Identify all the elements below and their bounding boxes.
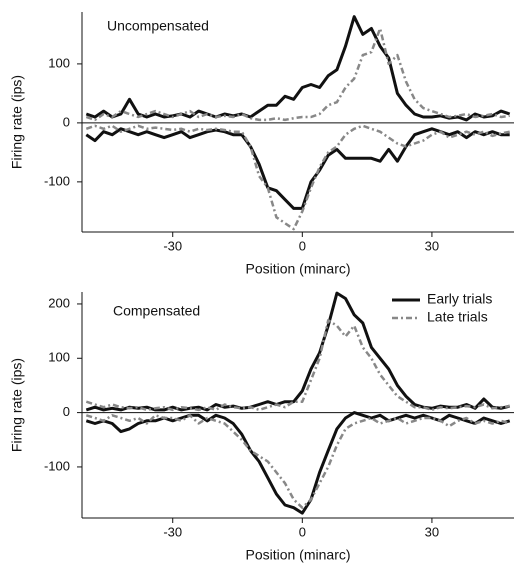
x-tick-label: 30 bbox=[425, 238, 439, 253]
legend-label: Early trials bbox=[427, 291, 492, 307]
x-tick-label: -30 bbox=[163, 524, 182, 539]
x-axis-label: Position (minarc) bbox=[245, 547, 350, 563]
x-tick-label: 0 bbox=[299, 524, 306, 539]
x-tick-label: -30 bbox=[163, 238, 182, 253]
y-axis-label: Firing rate (ips) bbox=[9, 358, 25, 452]
legend-label: Late trials bbox=[427, 309, 488, 325]
y-tick-label: 0 bbox=[63, 404, 70, 419]
series-line bbox=[85, 414, 511, 509]
y-tick-label: 100 bbox=[48, 350, 70, 365]
series-line bbox=[85, 411, 511, 515]
x-axis-label: Position (minarc) bbox=[245, 261, 350, 277]
y-tick-label: 100 bbox=[48, 55, 70, 70]
series-line bbox=[85, 15, 511, 122]
panel-label: Uncompensated bbox=[107, 18, 209, 34]
panel-label: Compensated bbox=[113, 303, 200, 319]
y-tick-label: 0 bbox=[63, 114, 70, 129]
x-tick-label: 30 bbox=[425, 524, 439, 539]
x-tick-label: 0 bbox=[299, 238, 306, 253]
series-line bbox=[85, 127, 510, 210]
y-tick-label: 200 bbox=[48, 295, 70, 310]
series-line bbox=[85, 319, 510, 412]
series-line bbox=[85, 124, 510, 231]
y-tick-label: -100 bbox=[44, 173, 70, 188]
y-axis-label: Firing rate (ips) bbox=[9, 75, 25, 169]
y-tick-label: -100 bbox=[44, 458, 70, 473]
series-line bbox=[85, 27, 510, 122]
